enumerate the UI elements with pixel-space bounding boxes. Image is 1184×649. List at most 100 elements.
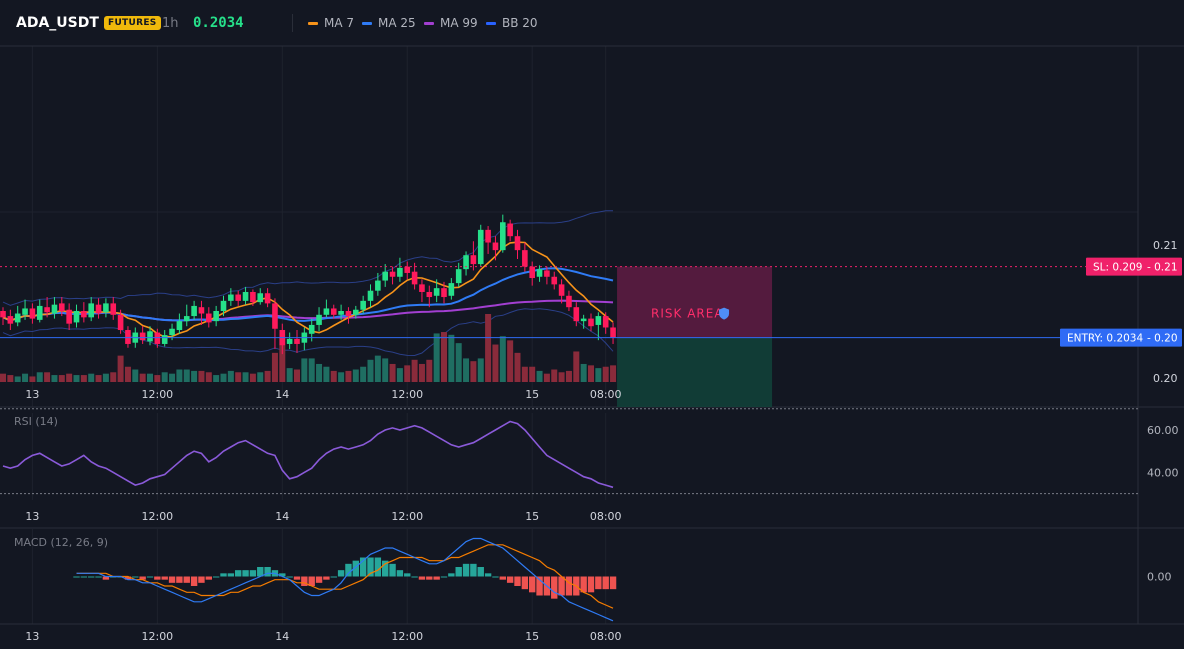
candle-body-64	[470, 255, 477, 265]
x-tick-2-4: 15	[525, 630, 539, 643]
macd-tick-0: 0.00	[1147, 571, 1172, 584]
candle-body-33	[242, 291, 249, 301]
macd-hist-21	[227, 573, 235, 577]
volume-bar-65	[477, 358, 484, 382]
candle-body-72	[529, 266, 535, 279]
legend-ma99[interactable]: MA 99	[424, 16, 478, 30]
volume-bar-40	[294, 369, 300, 382]
macd-hist-16	[190, 576, 198, 586]
candle-body-2	[14, 313, 21, 323]
candle-body-4	[29, 308, 36, 319]
volume-bar-23	[169, 373, 176, 382]
volume-bar-21	[154, 375, 161, 382]
macd-hist-29	[286, 576, 293, 578]
macd-hist-15	[183, 576, 190, 583]
macd-hist-49	[433, 576, 440, 580]
macd-hist-11	[154, 576, 161, 580]
moving-averages	[2, 241, 614, 338]
candle-body-69	[507, 223, 513, 237]
legend-label-ma7: MA 7	[324, 16, 355, 30]
x-tick-1-4: 15	[525, 510, 539, 523]
x-tick-0-5: 08:00	[590, 388, 622, 401]
candle-body-50	[367, 290, 374, 301]
volume-bar-50	[367, 359, 374, 382]
macd-hist-48	[426, 576, 433, 580]
macd-hist-70	[587, 576, 595, 593]
candle-body-20	[147, 331, 153, 342]
macd-label: MACD (12, 26, 9)	[14, 536, 108, 549]
macd-hist-71	[595, 576, 602, 590]
candle-body-82	[602, 316, 609, 328]
candle-body-36	[264, 293, 271, 304]
x-tick-1-1: 12:00	[141, 510, 173, 523]
volume-bar-79	[580, 363, 587, 382]
bollinger-bands	[2, 210, 614, 357]
candle-body-74	[544, 270, 550, 277]
volume-bar-36	[264, 370, 271, 382]
timeframe-label[interactable]: 1h	[162, 16, 179, 31]
candle-body-52	[382, 271, 388, 281]
candle-body-61	[448, 283, 455, 296]
volume-bar-52	[382, 358, 389, 382]
volume-bar-35	[257, 372, 264, 382]
candle-body-65	[477, 229, 484, 265]
legend-ma25[interactable]: MA 25	[362, 16, 416, 30]
volume-bar-29	[213, 375, 220, 382]
macd-hist-66	[558, 576, 565, 596]
volume-bar-37	[271, 352, 278, 382]
legend-swatch-bb20	[486, 21, 496, 25]
macd-hist-13	[168, 576, 176, 583]
macd-hist-9	[139, 576, 146, 580]
chart-grid	[0, 45, 1184, 625]
candle-body-17	[125, 330, 131, 344]
macd-hist-53	[462, 563, 470, 577]
macd-hist-1	[80, 576, 88, 578]
volume-bar-44	[323, 366, 330, 382]
candle-body-46	[338, 310, 344, 315]
volume-bar-12	[88, 373, 95, 382]
macd-hist-55	[477, 567, 484, 577]
volume-bar-32	[235, 372, 242, 382]
legend-label-ma99: MA 99	[440, 16, 478, 30]
volume-bar-48	[352, 369, 359, 382]
price-lines	[0, 266, 1138, 339]
macd-hist-12	[161, 576, 168, 580]
volume-bar-7	[51, 375, 58, 382]
macd-hist-34	[323, 576, 330, 580]
macd-hist-10	[146, 576, 154, 578]
x-tick-1-5: 08:00	[590, 510, 622, 523]
symbol-name[interactable]: ADA_USDT	[16, 15, 99, 31]
candle-body-55	[404, 266, 411, 273]
candle-body-37	[272, 303, 278, 329]
macd-hist-57	[492, 576, 499, 578]
candle-body-43	[316, 314, 322, 325]
macd-hist-22	[235, 570, 242, 577]
chart-axes: 0.21 0.20 13 12:00 14 12:00 15 08:00 13 12:00 14 12…	[25, 239, 1177, 643]
candle-body-67	[492, 242, 499, 251]
candle-body-28	[206, 313, 212, 323]
volume-bar-43	[316, 363, 323, 382]
volume-bar-69	[507, 340, 514, 382]
position-zones[interactable]: RISK AREA	[617, 266, 773, 407]
candle-body-71	[522, 250, 528, 267]
macd-hist-63	[536, 576, 543, 596]
macd-hist-14	[176, 576, 183, 583]
volume-bars	[0, 314, 617, 382]
candle-body-8	[59, 303, 65, 311]
legend-bb20[interactable]: BB 20	[486, 16, 538, 30]
volume-bar-20	[147, 373, 153, 382]
macd-hist-32	[308, 576, 315, 586]
candle-body-3	[22, 308, 28, 315]
candle-body-9	[66, 309, 72, 324]
price-tags: SL: 0.209 - 0.21 ENTRY: 0.2034 - 0.20	[1060, 257, 1182, 347]
volume-bar-1	[7, 375, 14, 382]
x-tick-2-1: 12:00	[141, 630, 173, 643]
risk-zone-label: RISK AREA	[651, 307, 724, 321]
legend-ma7[interactable]: MA 7	[308, 16, 354, 30]
candle-body-30	[220, 300, 227, 311]
candle-body-5	[36, 305, 43, 320]
macd-hist-28	[279, 573, 286, 577]
futures-badge: FUTURES	[104, 16, 161, 30]
macd-hist-4	[102, 576, 110, 580]
